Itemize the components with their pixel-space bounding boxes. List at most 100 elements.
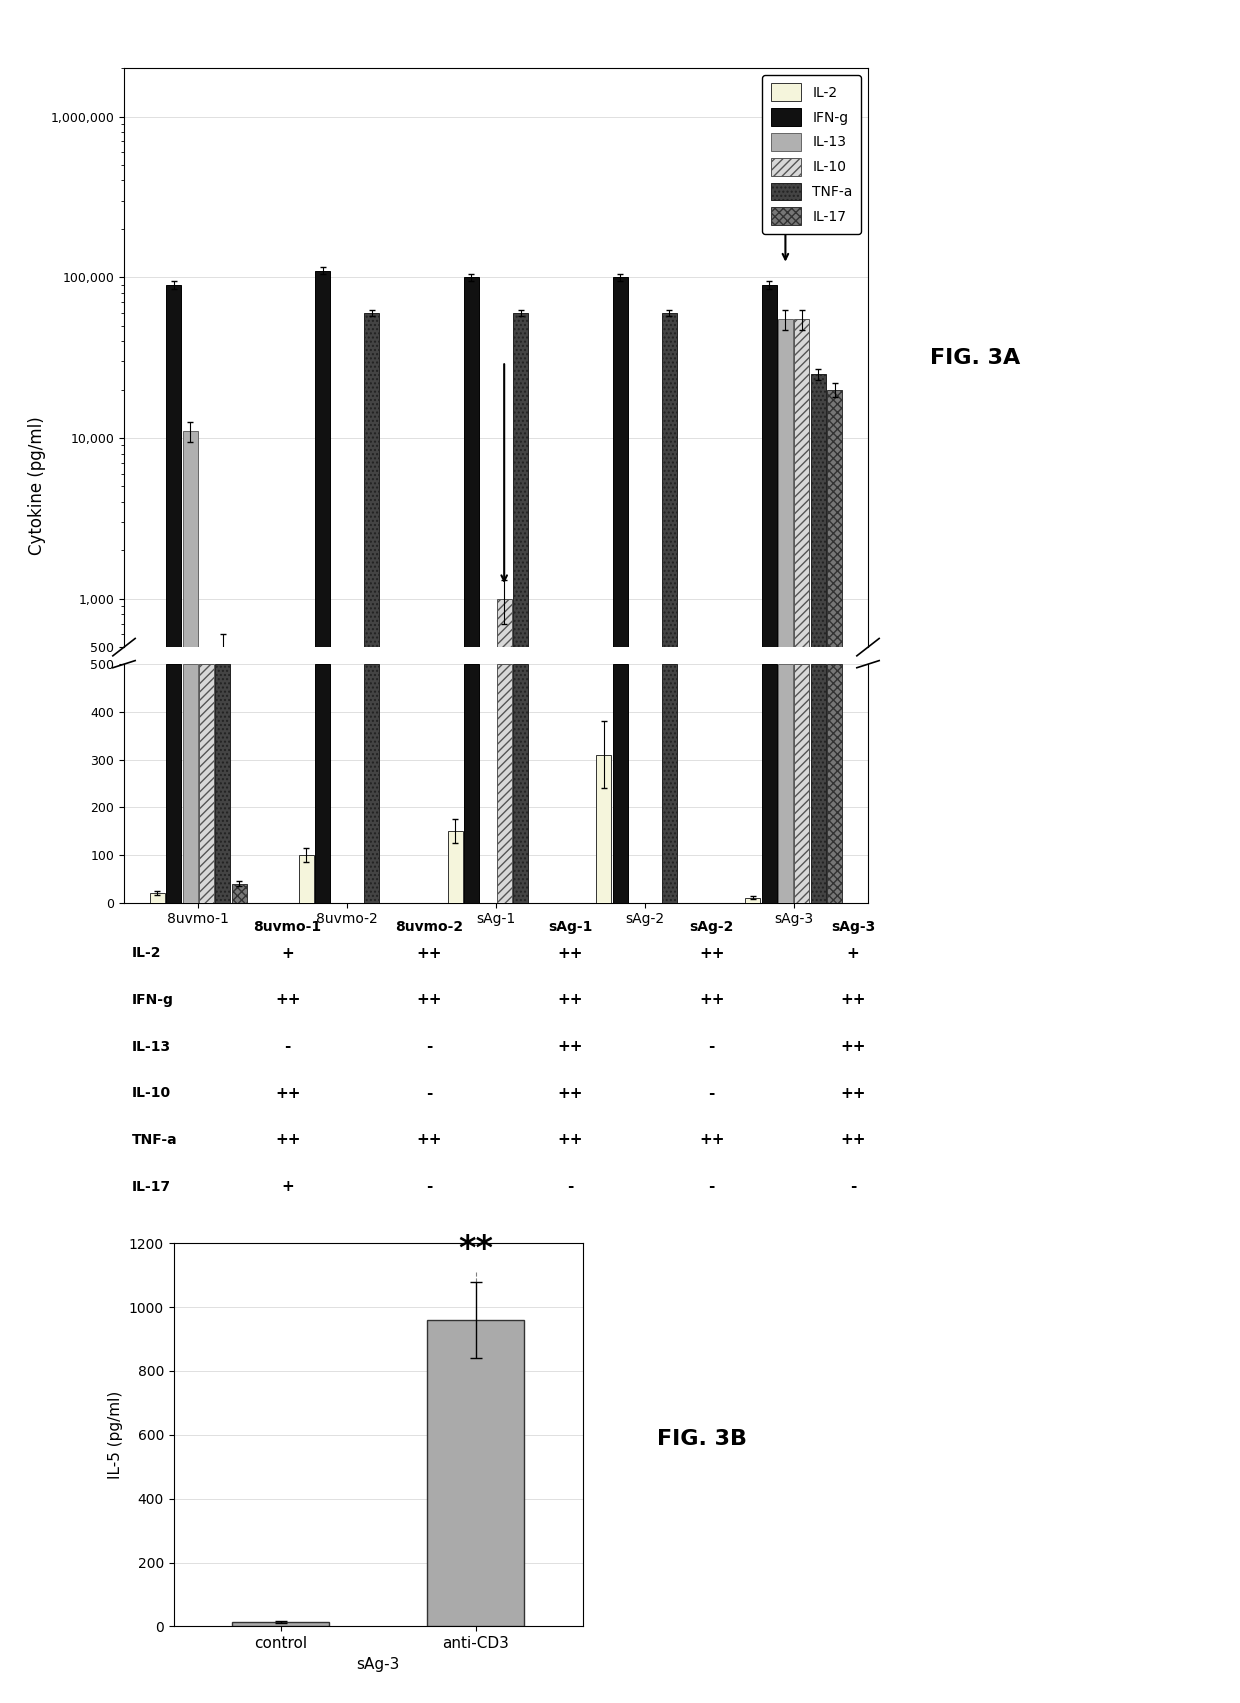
Text: -: - <box>284 1039 291 1054</box>
Bar <box>150 1241 165 1703</box>
Text: +: + <box>281 1178 294 1194</box>
Text: ++: ++ <box>558 945 583 960</box>
Y-axis label: IL-5 (pg/ml): IL-5 (pg/ml) <box>108 1391 123 1478</box>
Text: ++: ++ <box>275 1132 300 1148</box>
Text: ++: ++ <box>275 993 300 1008</box>
Bar <box>761 284 776 1703</box>
Text: ++: ++ <box>841 993 866 1008</box>
Text: IL-10: IL-10 <box>131 1087 171 1100</box>
Text: sAg-1: sAg-1 <box>548 920 593 933</box>
Bar <box>232 1241 247 1703</box>
Bar <box>745 897 760 903</box>
Bar <box>795 664 810 903</box>
Text: FIG. 3A: FIG. 3A <box>930 347 1021 368</box>
Text: sAg-2: sAg-2 <box>689 920 734 933</box>
Text: -: - <box>425 1039 433 1054</box>
Text: ++: ++ <box>841 1087 866 1100</box>
Text: +: + <box>281 945 294 960</box>
Bar <box>795 318 810 1703</box>
Text: ++: ++ <box>558 1087 583 1100</box>
Bar <box>464 664 479 903</box>
Text: ++: ++ <box>417 993 441 1008</box>
Text: ++: ++ <box>699 1132 724 1148</box>
Bar <box>613 278 627 1703</box>
Text: ++: ++ <box>699 993 724 1008</box>
Bar <box>381 1241 396 1703</box>
Bar <box>513 313 528 1703</box>
Text: ++: ++ <box>417 1132 441 1148</box>
Bar <box>182 431 197 1703</box>
Bar <box>596 1241 611 1703</box>
Text: ++: ++ <box>699 945 724 960</box>
Bar <box>448 831 463 903</box>
Legend: IL-2, IFN-g, IL-13, IL-10, TNF-a, IL-17: IL-2, IFN-g, IL-13, IL-10, TNF-a, IL-17 <box>763 75 861 233</box>
Bar <box>365 664 379 903</box>
Text: sAg-3: sAg-3 <box>831 920 875 933</box>
Bar <box>777 318 792 1703</box>
Bar <box>315 271 330 1703</box>
Text: IL-13: IL-13 <box>131 1039 171 1054</box>
Bar <box>613 664 627 903</box>
Bar <box>480 1241 495 1703</box>
Text: IL-17: IL-17 <box>131 1180 171 1194</box>
Text: IL-2: IL-2 <box>131 947 161 960</box>
Bar <box>166 284 181 1703</box>
Text: -: - <box>425 1087 433 1100</box>
Bar <box>811 664 826 903</box>
Bar <box>629 1241 644 1703</box>
Bar <box>662 313 677 1703</box>
Bar <box>827 390 842 1703</box>
Bar <box>216 647 231 1703</box>
Text: -: - <box>425 1178 433 1194</box>
Text: ++: ++ <box>417 945 441 960</box>
Text: Cytokine (pg/ml): Cytokine (pg/ml) <box>29 416 46 555</box>
Text: -: - <box>567 1178 574 1194</box>
Text: -: - <box>708 1178 715 1194</box>
Bar <box>745 1241 760 1703</box>
Text: -: - <box>708 1039 715 1054</box>
Text: ++: ++ <box>558 1039 583 1054</box>
Text: TNF-a: TNF-a <box>131 1132 177 1146</box>
Bar <box>827 664 842 903</box>
Bar <box>464 278 479 1703</box>
Text: ++: ++ <box>841 1039 866 1054</box>
Bar <box>761 664 776 903</box>
Bar <box>448 1241 463 1703</box>
Bar <box>811 375 826 1703</box>
Bar <box>315 664 330 903</box>
Bar <box>299 1241 314 1703</box>
Bar <box>513 664 528 903</box>
Bar <box>200 664 215 903</box>
Text: IFN-g: IFN-g <box>131 993 174 1006</box>
Text: FIG. 3B: FIG. 3B <box>657 1429 748 1449</box>
Text: ++: ++ <box>841 1132 866 1148</box>
Bar <box>232 884 247 903</box>
Text: 8uvmo-2: 8uvmo-2 <box>396 920 463 933</box>
Bar <box>678 1241 693 1703</box>
Bar <box>529 1241 544 1703</box>
Bar <box>150 892 165 903</box>
Bar <box>331 1241 346 1703</box>
Text: ++: ++ <box>275 1087 300 1100</box>
Text: -: - <box>708 1087 715 1100</box>
Bar <box>497 664 512 903</box>
Text: ++: ++ <box>558 1132 583 1148</box>
Text: -: - <box>849 1178 857 1194</box>
Text: ++: ++ <box>558 993 583 1008</box>
Bar <box>427 1320 525 1626</box>
Bar <box>662 664 677 903</box>
Text: +: + <box>847 945 859 960</box>
Text: 8uvmo-1: 8uvmo-1 <box>254 920 321 933</box>
Bar <box>232 1621 330 1626</box>
Bar <box>299 855 314 903</box>
Bar <box>777 664 792 903</box>
Bar <box>200 1241 215 1703</box>
Bar <box>646 1241 661 1703</box>
Bar <box>348 1241 363 1703</box>
Bar <box>497 599 512 1703</box>
Text: **: ** <box>458 1233 494 1265</box>
Bar <box>365 313 379 1703</box>
Bar <box>216 664 231 903</box>
Bar <box>596 754 611 903</box>
Bar <box>182 664 197 903</box>
